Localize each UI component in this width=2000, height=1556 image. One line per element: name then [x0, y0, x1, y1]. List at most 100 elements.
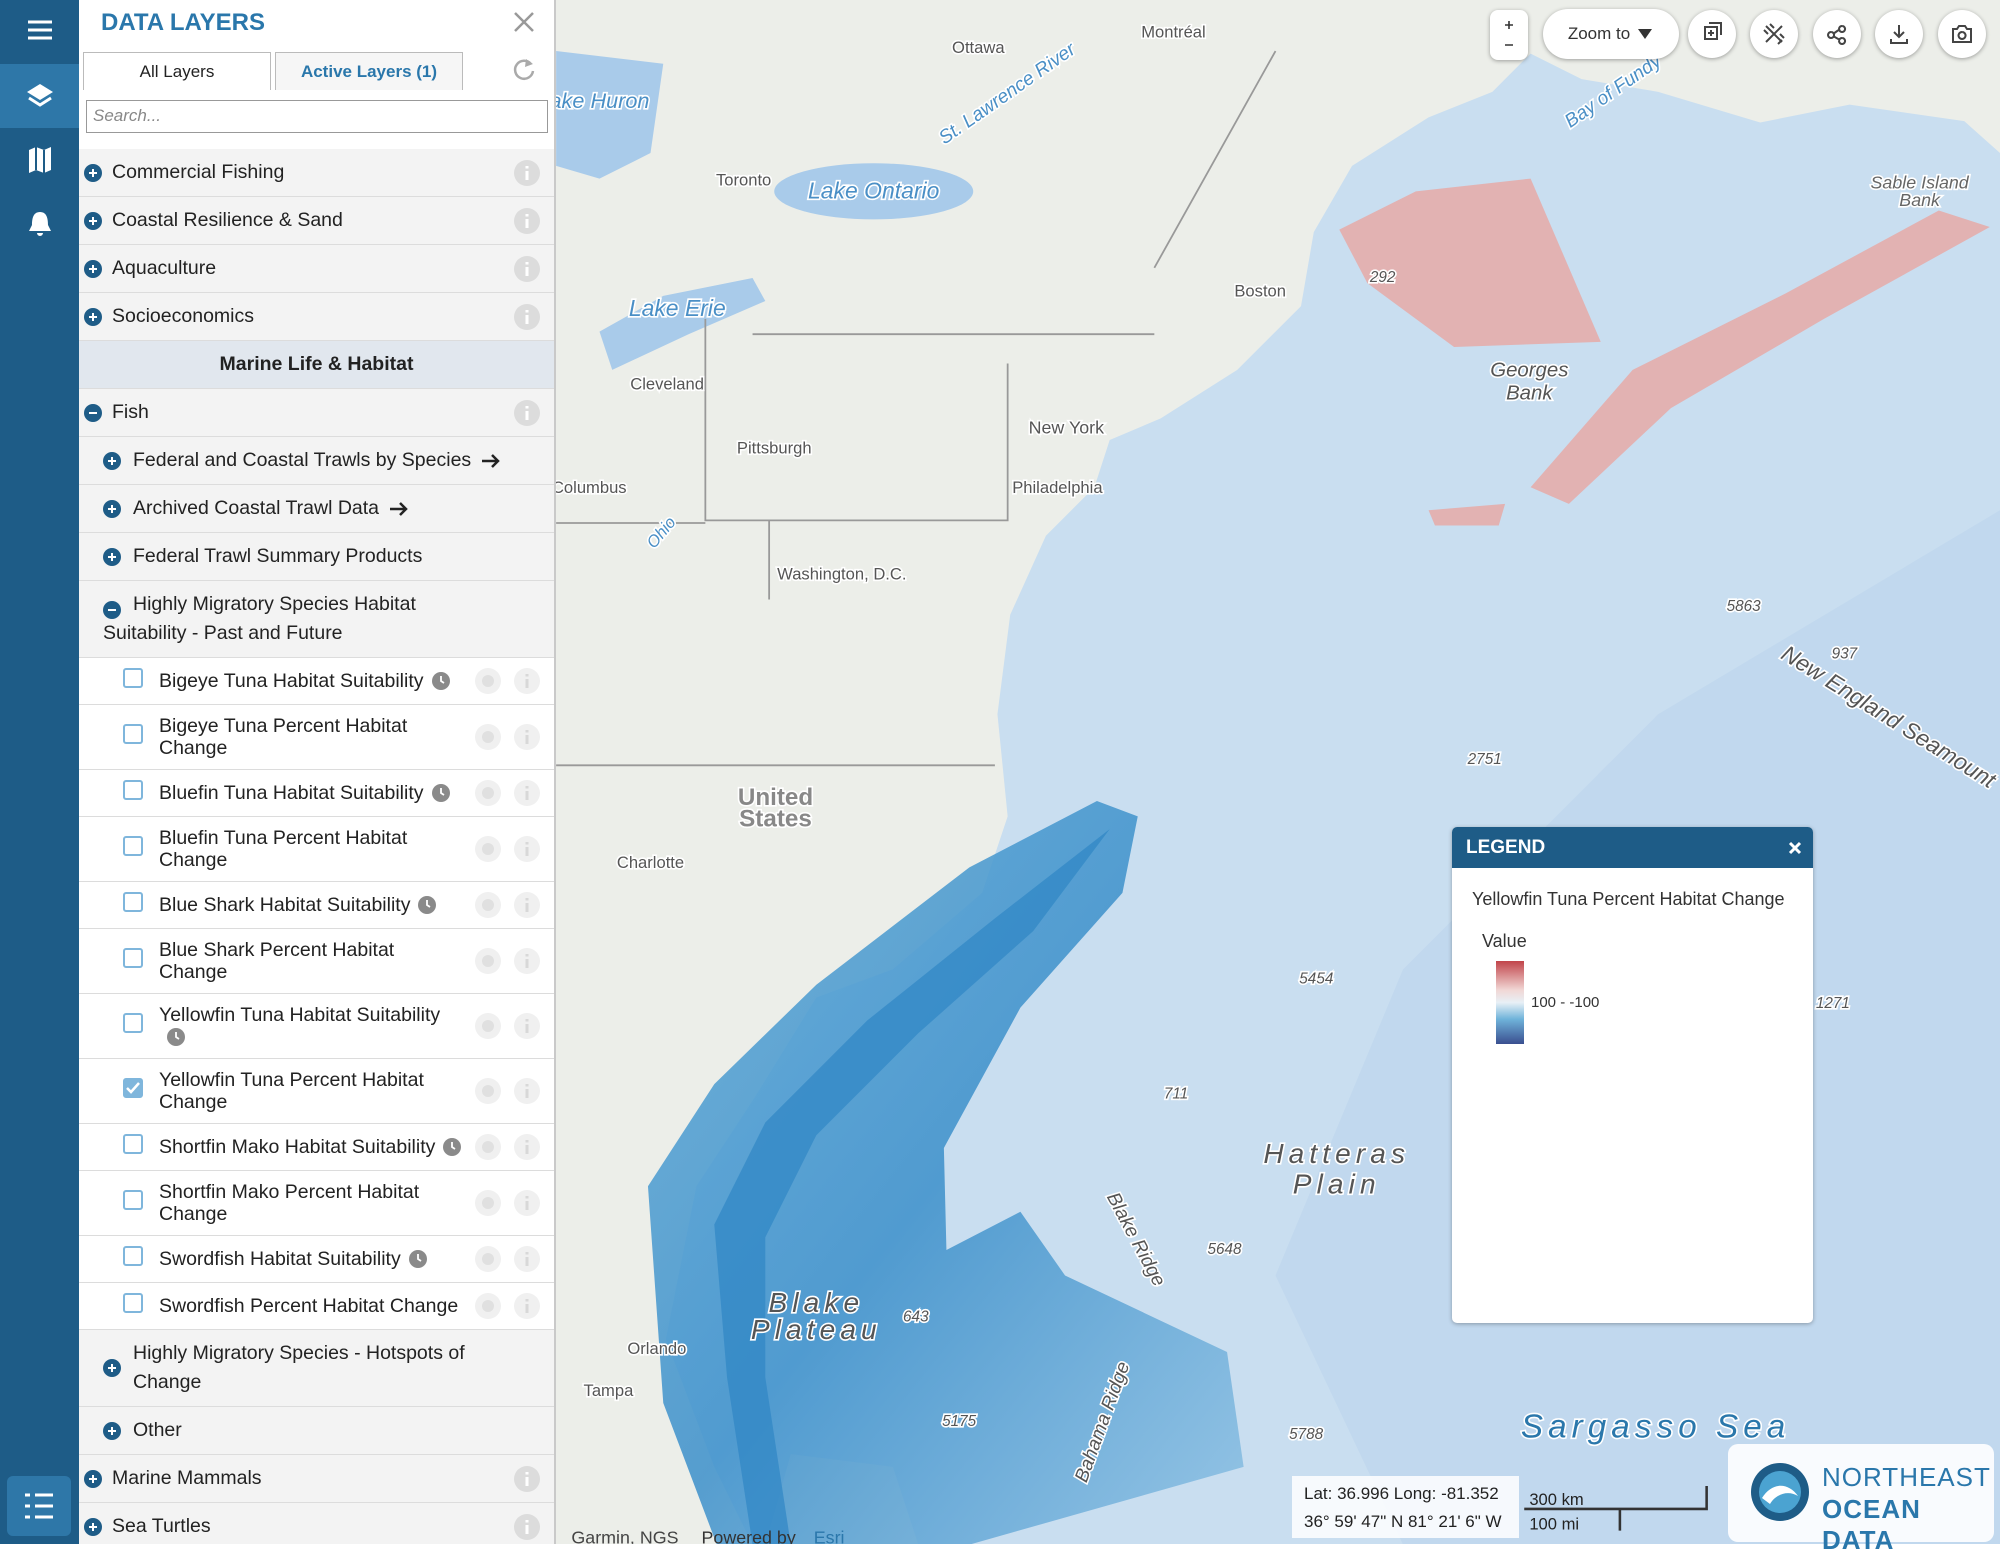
collapse-icon[interactable]	[103, 601, 121, 619]
checkbox[interactable]	[123, 1134, 143, 1154]
layer-row-category[interactable]: Marine Mammals	[79, 1455, 554, 1503]
link-arrow[interactable]	[481, 453, 501, 469]
tool-button[interactable]	[1875, 10, 1923, 58]
layer-row-layer[interactable]: Shortfin Mako Habitat Suitability	[79, 1124, 554, 1171]
toggle-button[interactable]	[475, 1013, 501, 1039]
info-button[interactable]	[514, 1513, 540, 1540]
time-icon[interactable]	[431, 784, 450, 802]
checkbox[interactable]	[123, 836, 143, 856]
tool-button[interactable]	[1813, 10, 1861, 58]
layer-row-group[interactable]: Highly Migratory Species - Hotspots of C…	[79, 1330, 554, 1407]
legend-button[interactable]	[7, 1476, 71, 1536]
expand-icon[interactable]	[84, 1469, 102, 1488]
expand-icon[interactable]	[84, 307, 102, 326]
info-button[interactable]	[514, 1190, 540, 1216]
attribution-provider[interactable]: Esri	[814, 1527, 845, 1544]
menu-button[interactable]	[0, 0, 79, 60]
checkbox[interactable]	[123, 1293, 143, 1313]
layer-row-layer[interactable]: Bluefin Tuna Percent Habitat Change	[79, 817, 554, 882]
expand-icon[interactable]	[84, 163, 102, 182]
toggle-button[interactable]	[475, 1078, 501, 1104]
checkbox[interactable]	[123, 780, 143, 800]
toggle-button[interactable]	[475, 892, 501, 918]
layer-row-group[interactable]: Federal and Coastal Trawls by Species	[79, 437, 554, 485]
info-button[interactable]	[514, 1293, 540, 1319]
info-button[interactable]	[514, 780, 540, 806]
layer-row-layer[interactable]: Bigeye Tuna Percent Habitat Change	[79, 705, 554, 770]
tab[interactable]: All Layers	[83, 52, 271, 90]
time-icon[interactable]	[431, 672, 450, 690]
toggle-button[interactable]	[475, 1190, 501, 1216]
toggle-button[interactable]	[475, 1293, 501, 1319]
expand-icon[interactable]	[84, 1517, 102, 1536]
info-button[interactable]	[514, 303, 540, 330]
link-arrow[interactable]	[389, 501, 409, 517]
checkbox[interactable]	[123, 1190, 143, 1210]
info-button[interactable]	[514, 668, 540, 694]
info-button[interactable]	[514, 159, 540, 186]
expand-icon[interactable]	[103, 499, 121, 518]
time-icon[interactable]	[443, 1138, 462, 1156]
info-button[interactable]	[514, 1465, 540, 1492]
info-button[interactable]	[514, 1078, 540, 1104]
maps-button[interactable]	[0, 130, 79, 190]
info-button[interactable]	[514, 399, 540, 426]
info-button[interactable]	[514, 1013, 540, 1039]
expand-icon[interactable]	[103, 451, 121, 470]
layer-row-layer[interactable]: Blue Shark Habitat Suitability	[79, 882, 554, 929]
toggle-button[interactable]	[475, 948, 501, 974]
expand-icon[interactable]	[103, 1359, 121, 1377]
info-button[interactable]	[514, 1246, 540, 1272]
expand-icon[interactable]	[103, 1421, 121, 1440]
info-button[interactable]	[514, 724, 540, 750]
layer-row-layer[interactable]: Swordfish Percent Habitat Change	[79, 1283, 554, 1330]
alerts-button[interactable]	[0, 194, 79, 254]
checkbox[interactable]	[123, 948, 143, 968]
layer-row-group[interactable]: Other	[79, 1407, 554, 1455]
close-button[interactable]	[512, 10, 536, 34]
checkbox[interactable]	[123, 1078, 143, 1098]
layer-row-group[interactable]: Highly Migratory Species Habitat Suitabi…	[79, 581, 554, 658]
time-icon[interactable]	[408, 1250, 427, 1268]
tool-button[interactable]	[1688, 10, 1736, 58]
info-button[interactable]	[514, 1134, 540, 1160]
info-button[interactable]	[514, 948, 540, 974]
layer-row-layer[interactable]: Bluefin Tuna Habitat Suitability	[79, 770, 554, 817]
collapse-icon[interactable]	[84, 403, 102, 422]
layer-row-category[interactable]: Sea Turtles	[79, 1503, 554, 1544]
toggle-button[interactable]	[475, 1134, 501, 1160]
tab[interactable]: Active Layers (1)	[275, 52, 463, 90]
layer-row-layer[interactable]: Bigeye Tuna Habitat Suitability	[79, 658, 554, 705]
toggle-button[interactable]	[475, 1246, 501, 1272]
checkbox[interactable]	[123, 1246, 143, 1266]
reset-button[interactable]	[511, 56, 537, 82]
layer-row-category[interactable]: Aquaculture	[79, 245, 554, 293]
layer-row-layer[interactable]: Blue Shark Percent Habitat Change	[79, 929, 554, 994]
layer-row-group[interactable]: Archived Coastal Trawl Data	[79, 485, 554, 533]
expand-icon[interactable]	[84, 211, 102, 230]
expand-icon[interactable]	[84, 259, 102, 278]
layer-row-category[interactable]: Coastal Resilience & Sand	[79, 197, 554, 245]
layer-row-layer[interactable]: Yellowfin Tuna Habitat Suitability	[79, 994, 554, 1059]
toggle-button[interactable]	[475, 780, 501, 806]
checkbox[interactable]	[123, 892, 143, 912]
tool-button[interactable]	[1750, 10, 1798, 58]
layer-row-category[interactable]: Socioeconomics	[79, 293, 554, 341]
legend-close[interactable]	[1787, 840, 1803, 856]
layer-row-layer[interactable]: Swordfish Habitat Suitability	[79, 1236, 554, 1283]
layer-row-category[interactable]: Fish	[79, 389, 554, 437]
toggle-button[interactable]	[475, 668, 501, 694]
time-icon[interactable]	[167, 1028, 185, 1046]
zoom-icons[interactable]	[1502, 15, 1516, 55]
layer-row-category[interactable]: Commercial Fishing	[79, 149, 554, 197]
logo[interactable]: NORTHEAST OCEAN DATA	[1728, 1444, 1994, 1555]
layer-row-layer[interactable]: Shortfin Mako Percent Habitat Change	[79, 1171, 554, 1236]
search-input[interactable]: Search...	[86, 100, 548, 133]
info-button[interactable]	[514, 207, 540, 234]
info-button[interactable]	[514, 255, 540, 282]
toggle-button[interactable]	[475, 836, 501, 862]
layer-row-group[interactable]: Federal Trawl Summary Products	[79, 533, 554, 581]
expand-icon[interactable]	[103, 547, 121, 566]
tool-button[interactable]	[1938, 10, 1986, 58]
checkbox[interactable]	[123, 668, 143, 688]
